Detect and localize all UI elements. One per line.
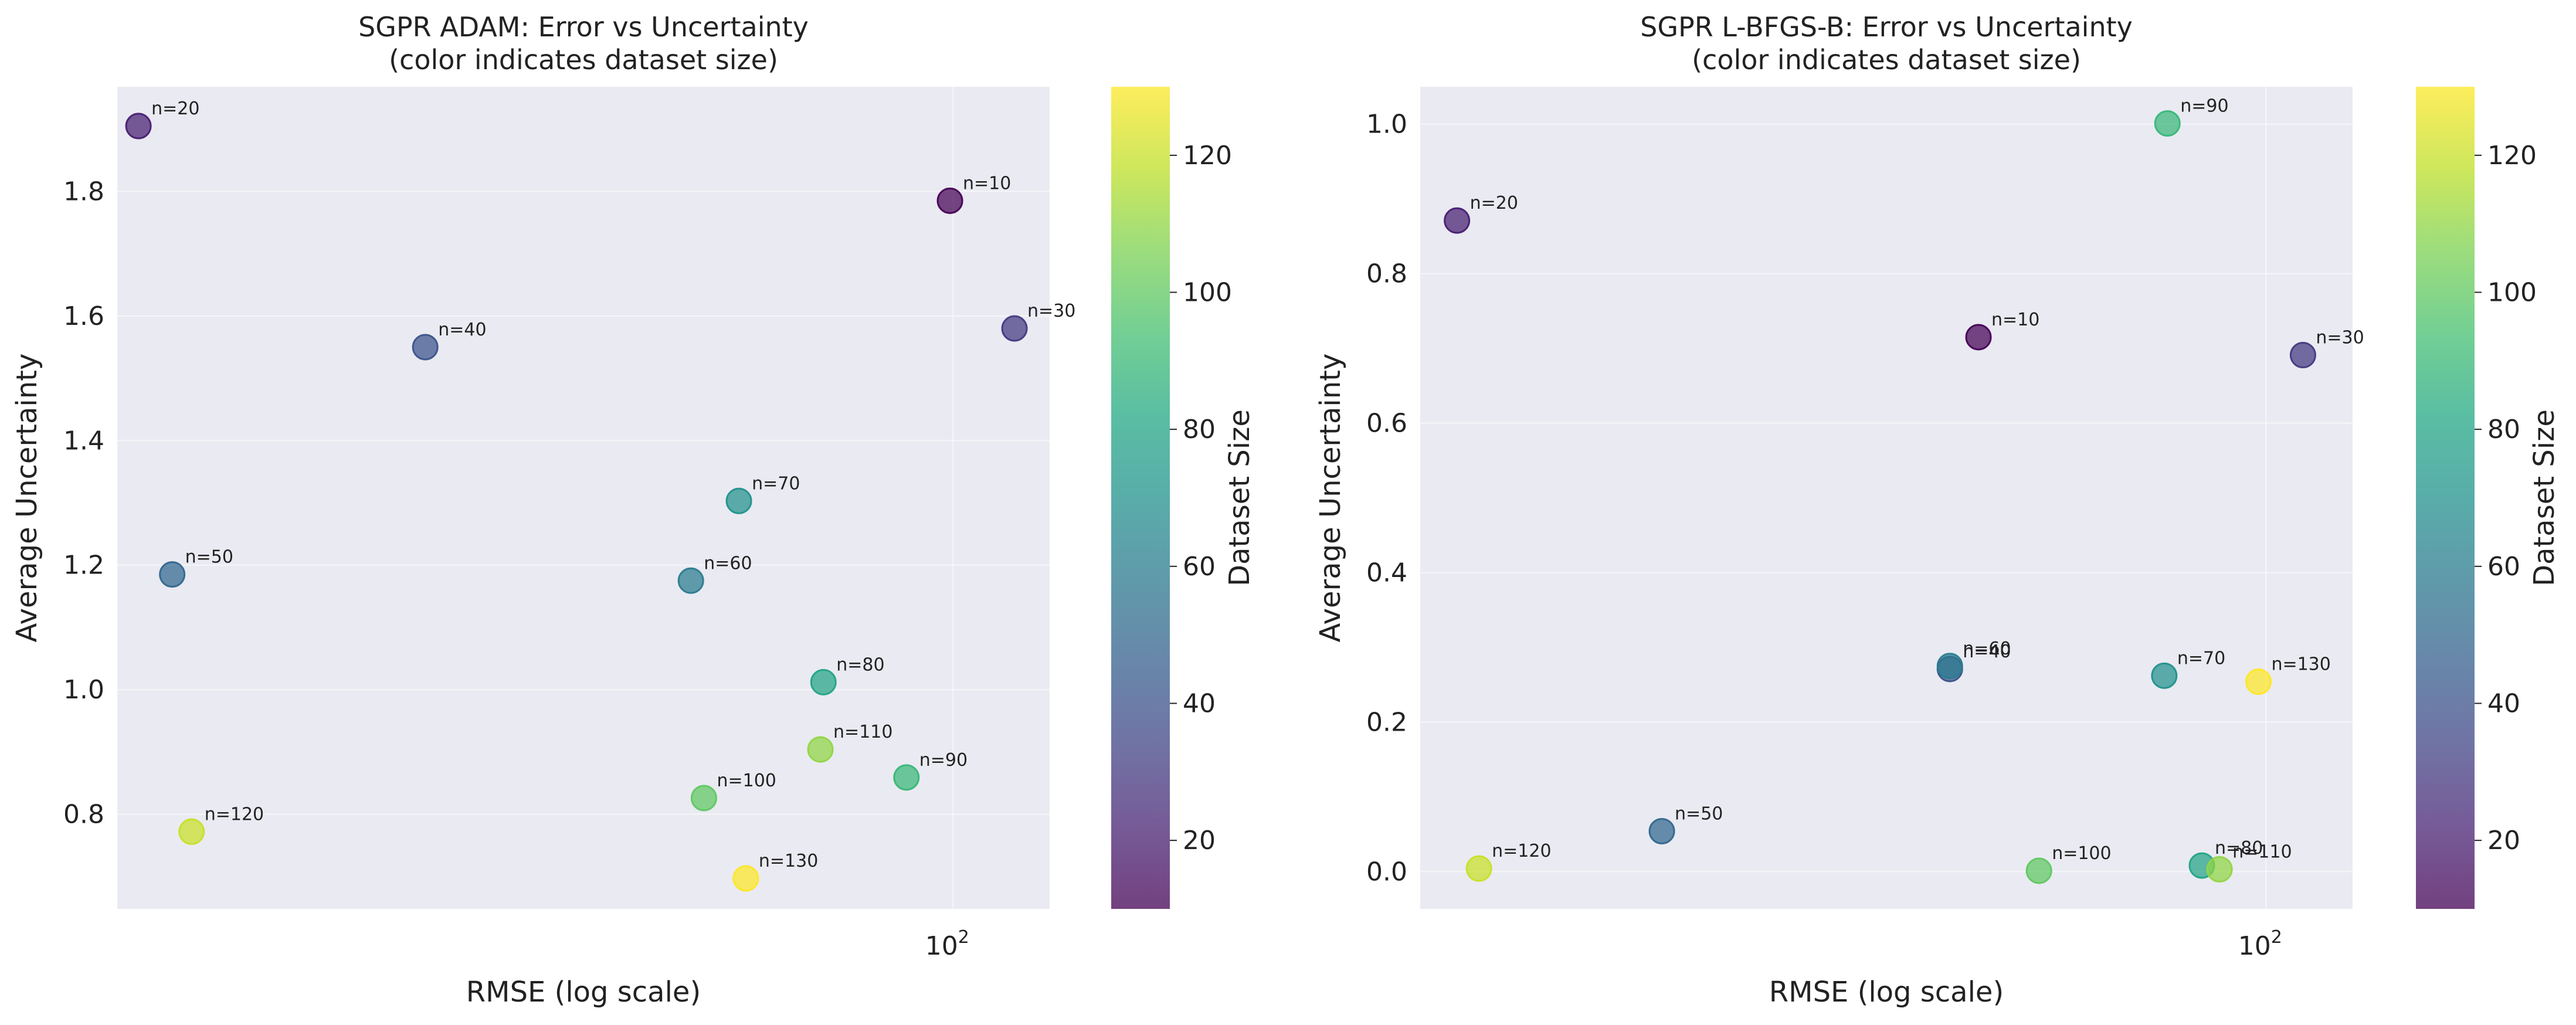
chart-panel-1: 0.8 1.0 1.2 1.4 1.6 1.8 102 SGPR ADAM: Error vs… — [11, 11, 1256, 1009]
scatter-point — [125, 113, 152, 140]
point-label: n=70 — [2177, 648, 2225, 668]
colorbar-tick-label: 80 — [2487, 415, 2520, 444]
y-tick-label: 0.8 — [1366, 259, 1407, 289]
scatter-point — [2154, 110, 2181, 137]
colorbar-tick-label: 100 — [2487, 278, 2537, 308]
scatter-point — [725, 487, 752, 514]
point-label: n=80 — [836, 654, 884, 675]
scatter-point — [178, 818, 205, 845]
colorbar-label: Dataset Size — [1223, 409, 1256, 586]
chart-panel-2: 0.0 0.2 0.4 0.6 0.8 1.0 102 SGPR L-BFGS-B: Erro… — [1314, 11, 2561, 1009]
colorbar-tick-label: 20 — [1183, 826, 1216, 856]
colorbar-tick-label: 120 — [2487, 141, 2537, 171]
y-tick-label: 1.4 — [63, 426, 104, 456]
x-axis-label: RMSE (log scale) — [466, 976, 701, 1009]
plot-area — [1420, 87, 2353, 909]
colorbar-tick-label: 20 — [2487, 826, 2520, 856]
y-tick-label: 0.8 — [63, 800, 104, 830]
point-label: n=60 — [1963, 639, 2011, 659]
scatter-point — [1001, 315, 1028, 342]
point-label: n=40 — [438, 320, 486, 340]
point-label: n=110 — [2232, 841, 2292, 862]
y-tick-label: 0.0 — [1366, 857, 1407, 887]
colorbar-tick-label: 80 — [1183, 415, 1216, 444]
colorbar-tick-label: 40 — [2487, 689, 2520, 719]
point-label: n=50 — [185, 547, 233, 568]
y-tick-label: 1.6 — [63, 301, 104, 331]
scatter-point — [807, 736, 834, 763]
scatter-point — [1444, 207, 1471, 234]
scatter-point — [677, 567, 704, 594]
point-label: n=100 — [717, 771, 776, 791]
scatter-point — [810, 668, 837, 695]
scatter-point — [690, 785, 717, 812]
scatter-point — [1965, 324, 1992, 351]
point-label: n=90 — [2180, 96, 2228, 116]
point-label: n=120 — [205, 804, 264, 824]
y-tick-label: 1.2 — [63, 551, 104, 581]
x-tick-label: 102 — [2238, 927, 2282, 961]
colorbar-tick-label: 60 — [1183, 552, 1216, 582]
chart-title: SGPR L-BFGS-B: Error vs Uncertainty — [1640, 11, 2133, 43]
scatter-point — [1648, 817, 1675, 844]
point-label: n=10 — [963, 173, 1011, 194]
point-label: n=30 — [1027, 301, 1075, 321]
y-tick-label: 1.8 — [63, 177, 104, 206]
point-label: n=90 — [919, 750, 968, 771]
scatter-point — [2206, 856, 2233, 883]
colorbar-label: Dataset Size — [2528, 409, 2561, 586]
y-tick-label: 1.0 — [1366, 110, 1407, 140]
point-label: n=20 — [1470, 193, 1518, 213]
y-axis-label: Average Uncertainty — [11, 354, 43, 643]
colorbar-tick-label: 40 — [1183, 689, 1216, 719]
point-label: n=40 — [1963, 642, 2011, 662]
x-tick-label: 102 — [925, 927, 969, 961]
colorbar — [2416, 87, 2475, 909]
y-tick-label: 0.4 — [1366, 558, 1407, 588]
y-tick-label: 0.6 — [1366, 409, 1407, 439]
colorbar — [1111, 87, 1170, 909]
scatter-point — [412, 334, 439, 361]
y-tick-label: 1.0 — [63, 675, 104, 705]
scatter-point — [1465, 855, 1492, 882]
point-label: n=130 — [759, 851, 818, 871]
point-label: n=100 — [2052, 843, 2111, 864]
colorbar-tick-label: 100 — [1183, 278, 1232, 308]
point-label: n=30 — [2316, 328, 2364, 348]
colorbar-tick-label: 60 — [2487, 552, 2520, 582]
point-label: n=70 — [752, 473, 800, 494]
scatter-point — [893, 764, 920, 791]
chart-subtitle: (color indicates dataset size) — [389, 44, 778, 76]
point-label: n=130 — [2271, 654, 2330, 675]
point-label: n=20 — [151, 99, 199, 119]
scatter-point — [2245, 668, 2272, 695]
y-tick-label: 0.2 — [1366, 707, 1407, 737]
scatter-point — [732, 865, 759, 892]
point-label: n=50 — [1675, 803, 1723, 824]
point-label: n=120 — [1492, 841, 1551, 861]
scatter-point — [2289, 342, 2316, 369]
scatter-point — [936, 187, 963, 214]
x-axis-label: RMSE (log scale) — [1769, 976, 2004, 1009]
y-axis-label: Average Uncertainty — [1314, 354, 1347, 643]
plot-area — [117, 87, 1050, 909]
point-label: n=60 — [704, 553, 752, 573]
point-label: n=80 — [2215, 838, 2263, 858]
scatter-point — [2151, 662, 2178, 689]
point-label: n=10 — [1991, 310, 2039, 330]
colorbar-tick-label: 120 — [1183, 141, 1232, 171]
point-label: n=110 — [833, 722, 892, 742]
scatter-point — [159, 561, 186, 588]
chart-title: SGPR ADAM: Error vs Uncertainty — [358, 11, 809, 43]
scatter-point — [1936, 653, 1963, 680]
chart-subtitle: (color indicates dataset size) — [1692, 44, 2081, 76]
scatter-point — [2025, 857, 2052, 884]
